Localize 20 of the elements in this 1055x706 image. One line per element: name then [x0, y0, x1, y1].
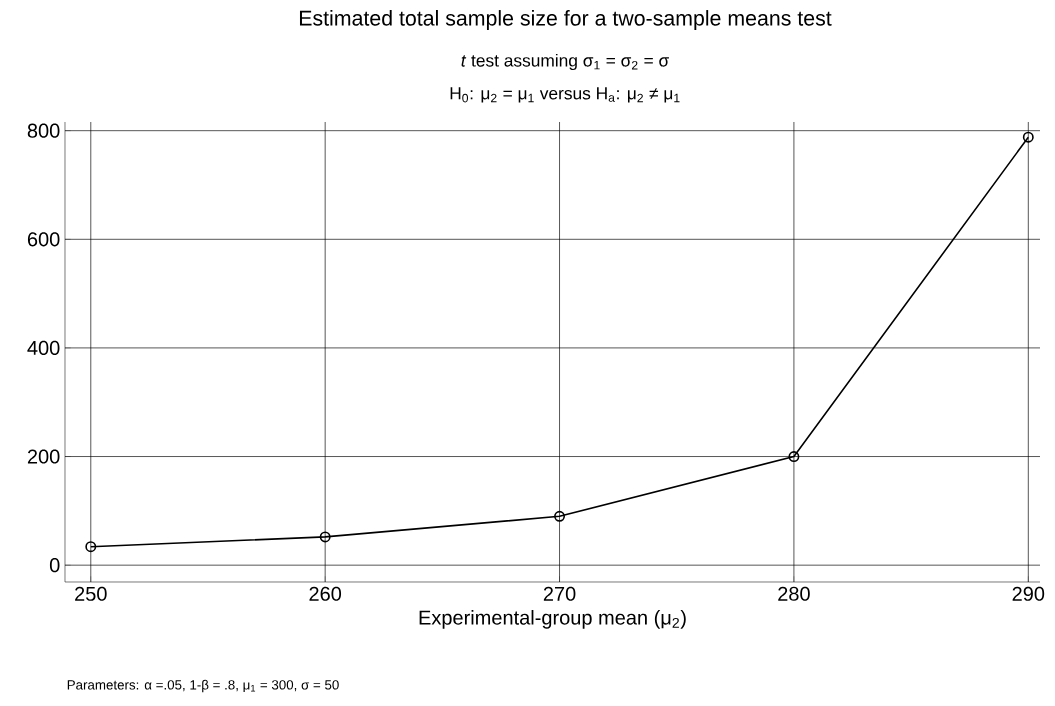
x-tick-label: 280: [778, 586, 810, 601]
point: [319, 531, 331, 543]
point: [788, 451, 800, 463]
y-tick-label: 400: [27, 340, 60, 355]
text: Parameters: α =.05, 1-β = .8, μ$_{1}$ = 300, σ = 50: [67, 679, 339, 693]
text: H$_{0}$: μ$_{2}$ = μ$_{1}$ versus H$_{a}$: μ$_{2}$ ≠ μ$_{1}$: [450, 87, 680, 103]
x-tick-label: 270: [543, 586, 576, 601]
point: [85, 541, 97, 553]
y-tick-label: 200: [27, 449, 60, 464]
y-tick-label: 600: [27, 232, 60, 247]
point: [1022, 131, 1034, 143]
point: [554, 510, 566, 522]
y-tick-label: 0: [49, 558, 60, 573]
x-tick-label: 250: [75, 586, 107, 601]
y-tick-label: 800: [27, 123, 60, 138]
x-tick-label: 260: [309, 586, 342, 601]
x-tick-label: 290: [1012, 586, 1045, 601]
x-axis-title: Experimental-group mean (μ$_{2}$): [419, 610, 686, 629]
chart-title: Estimated total sample size for a two-sample means test: [299, 10, 832, 30]
chart-subtitle: t test assuming σ$_{1}$ = σ$_{2}$ = σ: [461, 53, 669, 71]
